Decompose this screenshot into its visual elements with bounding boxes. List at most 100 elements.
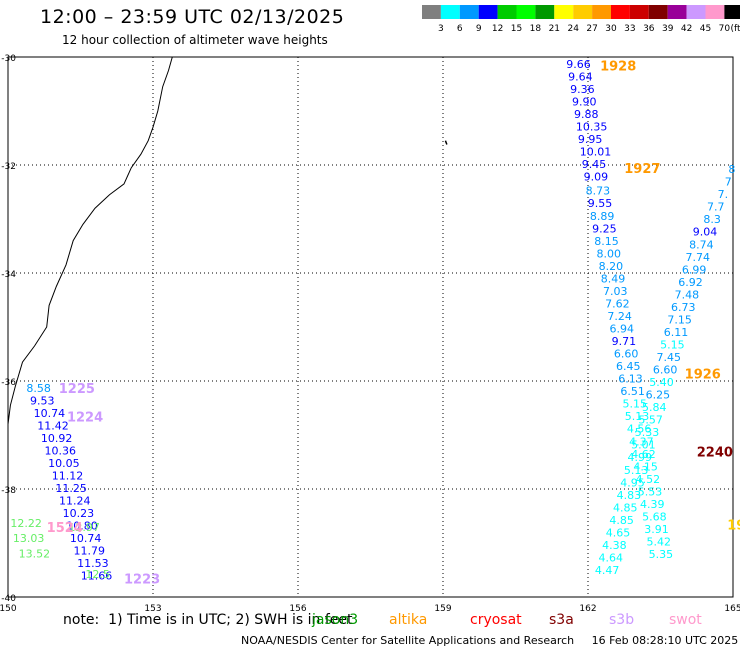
wave-height-label: 10.92: [41, 432, 73, 445]
wave-height-label: 5.13: [625, 410, 650, 423]
wave-height-label: 5.68: [642, 510, 667, 523]
color-swatch: [629, 5, 649, 19]
wave-height-label: 8.89: [590, 210, 615, 223]
track-id-label: 2240: [697, 446, 733, 461]
color-tick-label: 39: [662, 24, 674, 34]
track-id-label: 19: [727, 519, 740, 534]
wave-height-label: 6.60: [653, 364, 678, 377]
color-tick-label: 27: [586, 24, 597, 34]
wave-height-label: 11.25: [55, 482, 87, 495]
satellite-name: s3b: [609, 612, 635, 628]
track-id-label: 1225: [59, 382, 95, 397]
wave-height-label: 5.40: [649, 376, 674, 389]
wave-height-label: 11.12: [52, 469, 84, 482]
color-swatch: [440, 5, 460, 19]
wave-height-label: 6.99: [682, 263, 707, 276]
wave-height-label: 11.24: [59, 495, 91, 508]
wave-height-label: 6.94: [610, 323, 635, 336]
wave-height-label: 8.58: [26, 382, 51, 395]
wave-height-label: 10.35: [576, 120, 608, 133]
color-swatch: [478, 5, 498, 19]
footer-credit: NOAA/NESDIS Center for Satellite Applica…: [241, 634, 739, 647]
wave-height-label: 13.03: [13, 532, 45, 545]
color-tick-label: 15: [511, 24, 522, 34]
wave-height-label: 3.91: [644, 523, 669, 536]
wave-height-label: 9.09: [584, 171, 609, 184]
wave-height-label: 4.99: [628, 451, 653, 464]
track-id-label: 1928: [600, 60, 636, 75]
wave-height-label: 8.00: [596, 247, 621, 260]
map-title: 12:00 – 23:59 UTC 02/13/2025: [40, 6, 345, 28]
color-tick-label: 36: [643, 24, 655, 34]
wave-height-label: 5.15: [660, 338, 685, 351]
wave-height-label: 4.52: [636, 473, 661, 486]
wave-height-label: 11.79: [73, 545, 105, 558]
wave-height-label: 7.48: [675, 288, 700, 301]
wave-height-label: 9.95: [578, 133, 603, 146]
longitude-label: 165: [724, 604, 740, 614]
wave-height-label: 9.04: [693, 226, 718, 239]
longitude-label: 153: [144, 604, 161, 614]
wave-height-label: 6.60: [614, 348, 639, 361]
wave-height-label: 9.90: [572, 95, 597, 108]
wave-height-label: 4.95: [620, 476, 645, 489]
wave-height-label: 4.62: [631, 448, 656, 461]
color-tick-label: 3: [438, 24, 444, 34]
wave-height-label: 6.45: [616, 360, 641, 373]
coastline: [7, 56, 173, 425]
color-swatch: [516, 5, 536, 19]
color-swatch: [611, 5, 630, 19]
wave-height-label: 11.53: [77, 557, 109, 570]
latitude-label: -34: [1, 270, 16, 280]
wave-height-label: 9.53: [30, 394, 55, 407]
wave-height-label: 7.: [718, 188, 729, 201]
wave-height-label: 11.66: [81, 570, 113, 583]
wave-height-label: 10.36: [44, 444, 76, 457]
color-swatch: [554, 5, 574, 19]
longitude-label: 156: [289, 604, 306, 614]
wave-height-label: 8.15: [594, 235, 619, 248]
color-swatch: [648, 5, 668, 19]
color-unit-label: (ft): [731, 24, 740, 34]
wave-height-label: 4.85: [609, 514, 634, 527]
color-tick-label: 6: [457, 24, 463, 34]
latitude-label: -40: [1, 594, 16, 604]
wave-height-label: 5.57: [638, 414, 663, 427]
wave-height-label: 4.83: [617, 489, 642, 502]
satellite-name: swot: [669, 612, 702, 628]
color-swatch: [705, 5, 725, 19]
color-tick-label: 24: [567, 24, 579, 34]
wave-height-label: 7.15: [667, 313, 692, 326]
wave-height-label: 9.66: [566, 58, 591, 71]
wave-height-label: 8.20: [599, 260, 624, 273]
wave-height-label: 10.23: [63, 507, 95, 520]
longitude-label: 162: [579, 604, 596, 614]
track-id-label: 1223: [124, 573, 160, 588]
wave-height-label: 5.01: [631, 439, 656, 452]
wave-height-label: 6.92: [678, 276, 703, 289]
color-swatch: [573, 5, 593, 19]
wave-height-label: 7.7: [707, 201, 725, 214]
wave-height-label: 12.22: [10, 517, 42, 530]
color-swatch: [667, 5, 687, 19]
wave-height-label: 9.88: [574, 108, 599, 121]
wave-height-label: 4.64: [599, 551, 624, 564]
color-tick-label: 42: [681, 24, 692, 34]
map-subtitle: 12 hour collection of altimeter wave hei…: [62, 33, 328, 47]
map-frame: [7, 56, 734, 598]
satellite-name: altika: [389, 612, 428, 628]
track-id-label: 1926: [685, 367, 721, 382]
color-swatch: [592, 5, 611, 19]
latitude-label: -38: [1, 486, 16, 496]
color-tick-label: 33: [624, 24, 635, 34]
track-id-label: 1524: [47, 521, 83, 536]
wave-height-label: 4.38: [602, 539, 627, 552]
wave-height-label: 8.49: [601, 272, 626, 285]
wave-height-label: 8: [728, 163, 735, 176]
lord-howe-island: [444, 140, 448, 145]
longitude-label: 150: [0, 604, 17, 614]
color-tick-label: 45: [700, 24, 711, 34]
wave-height-label: 9.64: [568, 70, 593, 83]
